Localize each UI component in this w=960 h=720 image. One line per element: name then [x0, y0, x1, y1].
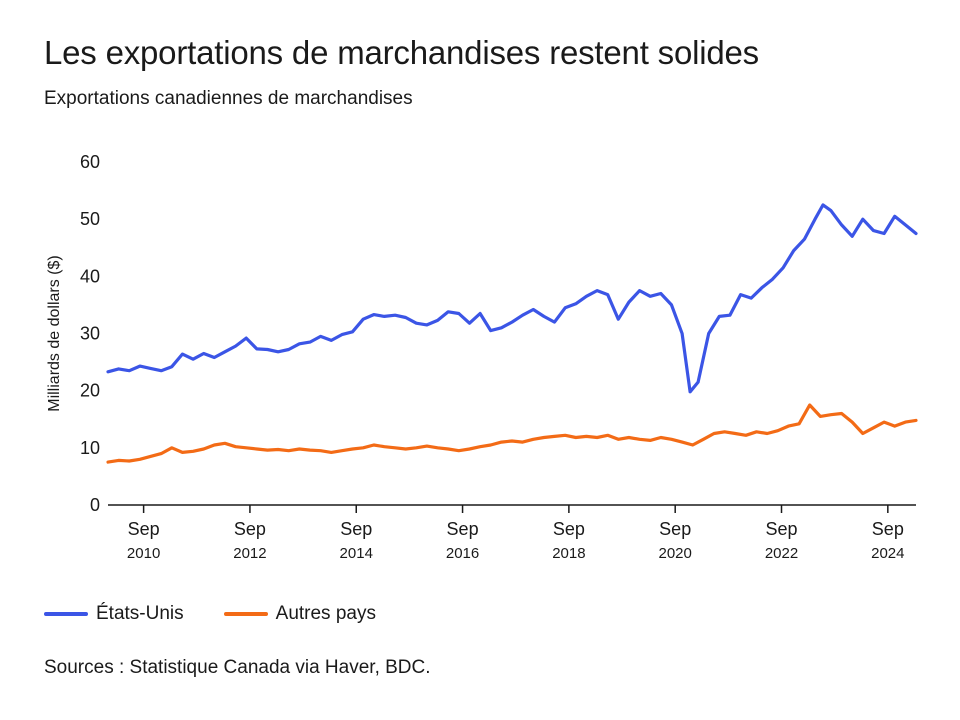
- line-chart: 0 10 20 30 40 50 60 Sep 2010 Sep 2012 Sep 2014 Sep 201…: [46, 152, 918, 562]
- x-tick-label-year: 2018: [552, 545, 585, 562]
- x-tick-label-month: Sep: [765, 519, 797, 539]
- legend: États-Unis Autres pays: [44, 603, 416, 625]
- y-tick-label: 40: [80, 266, 100, 286]
- x-tick-label-month: Sep: [872, 519, 904, 539]
- x-tick-label-month: Sep: [447, 519, 479, 539]
- legend-swatch-autres-pays: [223, 612, 268, 616]
- x-tick-label-month: Sep: [659, 519, 691, 539]
- legend-item-autres-pays: Autres pays: [223, 603, 376, 625]
- x-tick-label-month: Sep: [234, 519, 266, 539]
- axis-layer: 0 10 20 30 40 50 60 Sep 2010 Sep 2012 Sep 2014 Sep 201…: [46, 152, 916, 562]
- legend-swatch-etats-unis: [44, 612, 88, 616]
- x-tick-label-year: 2014: [340, 545, 373, 562]
- x-tick-label-year: 2024: [871, 545, 904, 562]
- y-axis-label: Milliards de dollars ($): [46, 255, 63, 412]
- y-tick-label: 0: [90, 495, 100, 515]
- x-tick-label-month: Sep: [553, 519, 585, 539]
- chart-title: Les exportations de marchandises restent…: [44, 34, 759, 71]
- chart-subtitle: Exportations canadiennes de marchandises: [44, 88, 413, 109]
- source-note: Sources : Statistique Canada via Haver, …: [44, 657, 431, 678]
- x-tick-label-month: Sep: [340, 519, 372, 539]
- legend-item-etats-unis: États-Unis: [44, 603, 184, 625]
- x-tick-label-year: 2022: [765, 545, 798, 562]
- series-line-etats-unis: [106, 203, 918, 394]
- series-line-autres-pays: [106, 403, 918, 464]
- x-tick-label-year: 2020: [659, 545, 692, 562]
- legend-label-autres-pays: Autres pays: [275, 603, 376, 624]
- x-tick-label-year: 2012: [233, 545, 266, 562]
- y-tick-label: 30: [80, 324, 100, 344]
- legend-label-etats-unis: États-Unis: [96, 603, 184, 624]
- y-tick-label: 20: [80, 381, 100, 401]
- x-tick-label-year: 2010: [127, 545, 160, 562]
- x-tick-label-month: Sep: [128, 519, 160, 539]
- series-layer: [106, 203, 918, 464]
- y-tick-label: 10: [80, 438, 100, 458]
- y-tick-label: 50: [80, 209, 100, 229]
- y-tick-label: 60: [80, 152, 100, 172]
- x-tick-label-year: 2016: [446, 545, 479, 562]
